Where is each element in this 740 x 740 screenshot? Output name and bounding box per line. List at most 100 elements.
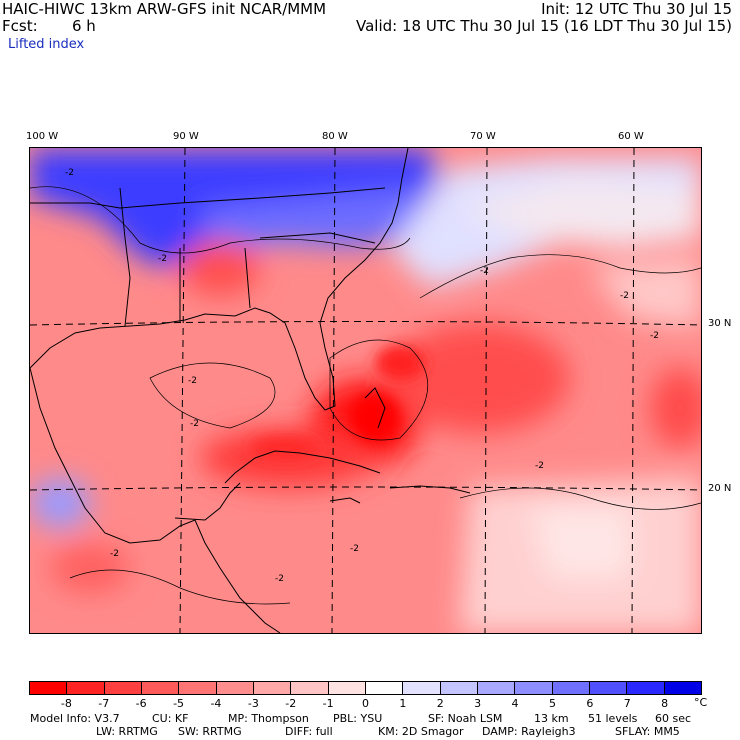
colorbar-tick-label: 8 xyxy=(661,697,669,710)
stable-region-band xyxy=(200,188,430,253)
timestep: 60 sec xyxy=(655,712,692,725)
coastline-yucatan xyxy=(174,482,241,521)
colorbar-swatch xyxy=(30,682,68,694)
coastline-cuba xyxy=(224,450,381,484)
colorbar-swatch xyxy=(552,682,590,694)
forecast-label: Fcst: xyxy=(2,17,38,35)
contour-label: -2 xyxy=(158,254,167,264)
valid-time: Valid: 18 UTC Thu 30 Jul 15 (16 LDT Thu … xyxy=(356,17,732,35)
grid-spacing: 13 km xyxy=(534,712,569,725)
contour-core xyxy=(329,339,429,441)
colorbar-tick-label: 5 xyxy=(548,697,556,710)
colorbar-swatch xyxy=(440,682,478,694)
colorbar-swatch xyxy=(216,682,254,694)
lat-label-30n: 30 N xyxy=(708,318,732,329)
colorbar-unit: °C xyxy=(694,696,708,709)
longwave-scheme: LW: RRTMG xyxy=(96,725,158,738)
colorbar-tick-label: 0 xyxy=(362,697,369,710)
border-texas xyxy=(119,187,131,327)
pbl-scheme: PBL: YSU xyxy=(333,712,383,725)
coastline-hispaniola xyxy=(389,485,471,494)
lon-label-90w: 90 W xyxy=(173,131,199,142)
colorbar-tick-label: -4 xyxy=(210,697,222,710)
unstable-core-north xyxy=(375,345,425,381)
colorbar-tick-label: -8 xyxy=(60,697,72,710)
lifted-index-map: -2 -2 -2 -2 -2 -2 -2 -2 -2 -2 -2 xyxy=(30,148,701,633)
damping-option: DAMP: Rayleigh3 xyxy=(482,725,576,738)
neutral-band-light xyxy=(460,178,701,248)
colorbar xyxy=(29,681,702,695)
microphysics-scheme: MP: Thompson xyxy=(228,712,309,725)
colorbar-tick-label: -1 xyxy=(322,697,334,710)
unstable-region-gulfcoast xyxy=(180,240,260,296)
lon-label-60w: 60 W xyxy=(618,131,644,142)
colorbar-swatch xyxy=(253,682,292,694)
weak-unstable-east xyxy=(590,258,701,328)
colorbar-tick-label: 7 xyxy=(623,697,631,710)
colorbar-swatch xyxy=(365,682,404,694)
max-instability xyxy=(350,393,400,443)
shortwave-scheme: SW: RRTMG xyxy=(178,725,242,738)
contours xyxy=(30,186,701,605)
colorbar-swatch xyxy=(627,682,665,694)
unstable-region-far-east xyxy=(650,368,701,448)
meridian-70w xyxy=(484,148,488,633)
surface-layer-option: SFLAY: MM5 xyxy=(615,725,680,738)
contour-label: -2 xyxy=(535,461,544,471)
colorbar-swatch xyxy=(67,682,105,694)
colorbar-tick-label: 3 xyxy=(474,697,482,710)
contour-label: -2 xyxy=(190,419,199,429)
cumulus-scheme: CU: KF xyxy=(152,712,189,725)
parallel-30n xyxy=(30,321,701,326)
colorbar-tick-label: 1 xyxy=(399,697,407,710)
lon-label-100w: 100 W xyxy=(26,131,59,142)
contour-label: -2 xyxy=(650,331,659,341)
colorbar-tick-label: 4 xyxy=(511,697,519,710)
eddy-option: KM: 2D Smagor xyxy=(378,725,464,738)
unstable-region-atlantic xyxy=(390,323,570,433)
coastline-jamaica xyxy=(329,497,361,504)
contour-pacific xyxy=(69,569,291,605)
colorbar-tick-label: -5 xyxy=(173,697,185,710)
lat-label-20n: 20 N xyxy=(708,483,732,494)
coastline-mexico xyxy=(30,367,281,633)
colorbar-tick-label: -7 xyxy=(98,697,110,710)
colorbar-tick-label: -3 xyxy=(247,697,259,710)
contour-label: -2 xyxy=(620,291,629,301)
vertical-levels: 51 levels xyxy=(588,712,638,725)
parallel-20n xyxy=(30,486,701,491)
model-title: HAIC-HIWC 13km ARW-GFS init NCAR/MMM xyxy=(2,0,327,18)
coastline-bahamas xyxy=(364,387,386,429)
near-neutral-caribbean xyxy=(530,508,630,578)
contour-label: -2 xyxy=(350,544,359,554)
colorbar-tick-label: 6 xyxy=(586,697,594,710)
map-panel: -2 -2 -2 -2 -2 -2 -2 -2 -2 -2 -2 xyxy=(29,147,702,634)
contour-gulf xyxy=(149,362,276,429)
colorbar-swatch xyxy=(328,682,366,694)
contour-label: -2 xyxy=(65,168,74,178)
colorbar-swatch xyxy=(403,682,441,694)
contour-label: -2 xyxy=(480,266,489,276)
forecast-hour: 6 h xyxy=(72,17,96,35)
stable-region-mexico xyxy=(30,478,90,528)
colorbar-swatch xyxy=(664,682,701,694)
contour-caribbean xyxy=(459,487,701,510)
contour-north xyxy=(30,186,411,254)
lon-label-70w: 70 W xyxy=(470,131,496,142)
colorbar-swatch xyxy=(291,682,329,694)
diffusion-option: DIFF: full xyxy=(285,725,333,738)
contour-label: -2 xyxy=(188,376,197,386)
contour-label: -2 xyxy=(110,549,119,559)
surface-scheme: SF: Noah LSM xyxy=(428,712,503,725)
coastlines xyxy=(30,148,471,633)
border-tn-nc xyxy=(259,232,376,244)
colorbar-tick-label: 2 xyxy=(436,697,444,710)
contour-east xyxy=(419,254,701,299)
unstable-region-pacific xyxy=(50,543,130,593)
init-time: Init: 12 UTC Thu 30 Jul 15 xyxy=(541,0,732,18)
colorbar-swatch xyxy=(179,682,217,694)
border-states-north xyxy=(30,187,386,209)
colorbar-swatch xyxy=(477,682,516,694)
colorbar-swatch xyxy=(589,682,628,694)
meridian-60w xyxy=(631,148,635,633)
